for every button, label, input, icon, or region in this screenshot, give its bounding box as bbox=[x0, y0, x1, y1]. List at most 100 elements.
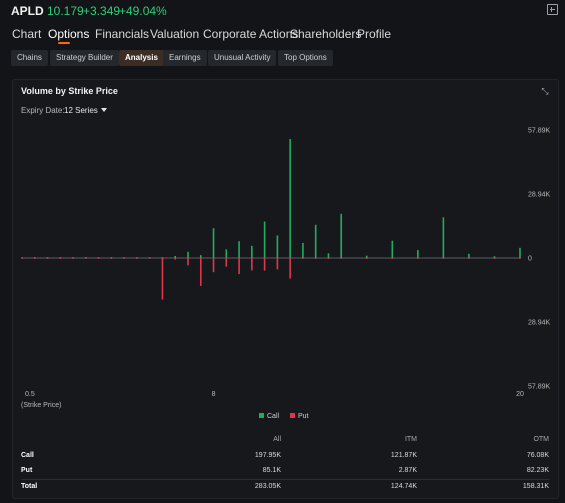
cell-all: 283.05K bbox=[254, 483, 281, 490]
expiry-date-label: Expiry Date: bbox=[21, 106, 65, 115]
put-volume-bar bbox=[136, 258, 138, 259]
legend-item-put[interactable]: Put bbox=[290, 413, 309, 420]
call-volume-bar bbox=[59, 257, 62, 258]
put-volume-bar bbox=[212, 258, 215, 273]
cell-itm: 2.87K bbox=[398, 467, 417, 474]
tab-financials[interactable]: Financials bbox=[95, 27, 150, 41]
call-volume-bar bbox=[225, 249, 228, 258]
put-volume-bar bbox=[302, 258, 304, 259]
y-tick-label: 28.94K bbox=[528, 320, 551, 327]
subtab-analysis[interactable]: Analysis bbox=[119, 50, 164, 66]
call-volume-bar bbox=[238, 241, 240, 258]
put-volume-bar bbox=[97, 258, 100, 259]
call-volume-bar bbox=[72, 257, 74, 258]
call-volume-bar bbox=[263, 221, 266, 258]
cell-otm: 158.31K bbox=[522, 483, 549, 490]
call-volume-bar bbox=[391, 240, 394, 258]
put-volume-bar bbox=[365, 258, 368, 259]
volume-by-strike-panel bbox=[12, 79, 559, 499]
put-volume-bar bbox=[314, 258, 317, 259]
col-header-otm: OTM bbox=[533, 436, 549, 443]
put-volume-bar bbox=[276, 258, 279, 270]
call-volume-bar bbox=[251, 245, 253, 258]
row-label: Total bbox=[21, 483, 38, 490]
table-row: Put 85.1K 2.87K 82.23K bbox=[21, 467, 549, 479]
put-volume-bar bbox=[85, 258, 87, 259]
put-volume-bar bbox=[251, 258, 253, 271]
tab-options[interactable]: Options bbox=[48, 27, 90, 41]
put-volume-bar bbox=[148, 258, 151, 259]
call-volume-bar bbox=[493, 256, 496, 258]
tab-chart[interactable]: Chart bbox=[12, 27, 42, 41]
y-tick-label: 57.89K bbox=[528, 128, 551, 135]
legend-label-call: Call bbox=[267, 413, 280, 420]
call-volume-bar bbox=[123, 257, 125, 258]
subtab-earnings[interactable]: Earnings bbox=[163, 50, 207, 66]
quote-header: APLD 10.179 +3.349 +49.04% bbox=[0, 0, 565, 22]
cell-itm: 124.74K bbox=[390, 483, 417, 490]
legend-swatch-put bbox=[290, 413, 296, 418]
put-volume-bar bbox=[493, 258, 496, 259]
legend-swatch-call bbox=[259, 413, 264, 418]
row-label: Call bbox=[21, 452, 34, 459]
call-volume-bar bbox=[365, 255, 368, 258]
subtab-unusual-activity[interactable]: Unusual Activity bbox=[208, 50, 277, 66]
subtab-chains[interactable]: Chains bbox=[11, 50, 48, 66]
call-volume-bar bbox=[187, 251, 189, 258]
main-tabs: Chart Options Financials Valuation Corpo… bbox=[0, 27, 565, 47]
call-volume-bar bbox=[85, 257, 87, 258]
put-volume-bar bbox=[161, 258, 164, 300]
price-change: +3.349 bbox=[83, 4, 121, 18]
collapse-icon[interactable]: ⤡ bbox=[541, 86, 549, 96]
y-tick-label: 57.89K bbox=[528, 384, 551, 391]
x-tick-label: 8 bbox=[212, 391, 216, 398]
cell-itm: 121.87K bbox=[390, 452, 417, 459]
tab-shareholders[interactable]: Shareholders bbox=[290, 27, 362, 41]
tab-corporate-actions[interactable]: Corporate Actions bbox=[203, 27, 299, 41]
subtab-top-options[interactable]: Top Options bbox=[278, 50, 333, 66]
expand-panel-icon[interactable] bbox=[547, 4, 558, 15]
call-volume-bar bbox=[276, 235, 279, 258]
put-volume-bar bbox=[110, 258, 113, 259]
table-row: Total 283.05K 124.74K 158.31K bbox=[21, 483, 549, 495]
y-tick-label: 28.94K bbox=[528, 192, 551, 199]
call-volume-bar bbox=[46, 257, 49, 258]
call-volume-bar bbox=[136, 257, 138, 258]
call-volume-bar bbox=[417, 250, 419, 258]
subtab-strategy-builder[interactable]: Strategy Builder bbox=[50, 50, 119, 66]
expiry-date-select[interactable]: 12 Series bbox=[64, 106, 107, 115]
chart-legend: Call Put bbox=[259, 413, 318, 423]
put-volume-bar bbox=[33, 258, 36, 259]
panel-title: Volume by Strike Price bbox=[21, 86, 118, 96]
cell-all: 197.95K bbox=[254, 452, 281, 459]
call-volume-bar bbox=[519, 247, 521, 258]
legend-item-call[interactable]: Call bbox=[259, 413, 279, 420]
tab-profile[interactable]: Profile bbox=[357, 27, 392, 41]
call-volume-bar bbox=[340, 213, 343, 258]
x-axis-label: (Strike Price) bbox=[21, 402, 61, 409]
put-volume-bar bbox=[391, 258, 394, 259]
table-header-row: All ITM OTM bbox=[21, 436, 549, 448]
put-volume-bar bbox=[289, 258, 291, 279]
put-volume-bar bbox=[468, 258, 470, 259]
cell-otm: 76.08K bbox=[526, 452, 549, 459]
put-volume-bar bbox=[263, 258, 266, 271]
cell-all: 85.1K bbox=[262, 467, 281, 474]
tab-valuation[interactable]: Valuation bbox=[150, 27, 200, 41]
legend-label-put: Put bbox=[298, 413, 309, 420]
x-tick-label: 0.5 bbox=[25, 391, 35, 398]
chevron-down-icon bbox=[100, 108, 107, 112]
call-volume-bar bbox=[314, 224, 317, 258]
put-volume-bar bbox=[174, 258, 177, 260]
call-volume-bar bbox=[212, 228, 215, 258]
expiry-date-value: 12 Series bbox=[64, 106, 98, 115]
put-volume-bar bbox=[238, 258, 240, 275]
call-volume-bar bbox=[161, 257, 164, 258]
put-volume-bar bbox=[417, 258, 419, 259]
call-volume-bar bbox=[442, 217, 445, 258]
options-sub-tabs: Chains Strategy Builder Analysis Earning… bbox=[0, 50, 565, 67]
call-volume-bar bbox=[110, 257, 113, 258]
put-volume-bar bbox=[123, 258, 125, 259]
call-volume-bar bbox=[174, 256, 177, 258]
